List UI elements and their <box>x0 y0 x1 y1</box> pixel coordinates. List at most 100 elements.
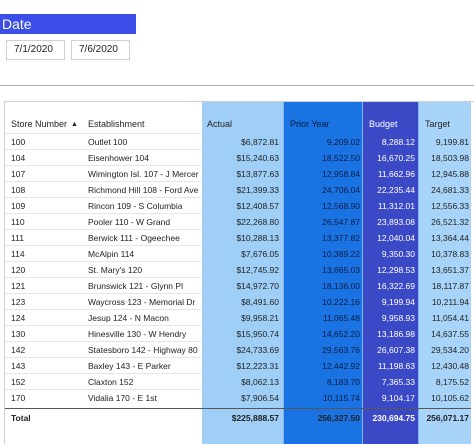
actual-cell: $7,906.54 <box>241 393 279 403</box>
budget-cell: 11,662.96 <box>377 169 415 179</box>
target-cell: 11,054.41 <box>431 313 469 323</box>
data-table: Store Number ▲ Establishment Actual Prior… <box>4 101 474 444</box>
target-cell: 10,105.62 <box>431 393 469 403</box>
total-row: Total $225,888.57 256,327.50 230,694.75 256,… <box>5 410 471 426</box>
prior-year-column-background <box>284 102 362 444</box>
target-cell: 26,521.32 <box>431 217 469 227</box>
target-cell: 29,534.20 <box>431 345 469 355</box>
prior-year-cell: 26,547.87 <box>322 217 360 227</box>
budget-cell: 8,288.12 <box>381 137 415 147</box>
table-row[interactable]: 108 Richmond Hill 108 - Ford Ave $21,399.3… <box>5 182 471 198</box>
store-number-cell: 124 <box>11 313 26 323</box>
row-divider <box>5 309 202 310</box>
row-divider <box>5 181 202 182</box>
table-row[interactable]: 114 McAlpin 114 $7,676.05 10,389.22 9,350.30… <box>5 246 471 262</box>
target-cell: 24,681.33 <box>431 185 469 195</box>
target-cell: 13,651.37 <box>431 265 469 275</box>
budget-cell: 12,298.53 <box>377 265 415 275</box>
table-row[interactable]: 130 Hinesville 130 - W Hendry $15,950.74 14… <box>5 326 471 342</box>
establishment-cell: Jesup 124 - N Macon <box>88 313 169 323</box>
column-separator <box>362 102 363 444</box>
budget-cell: 9,350.30 <box>381 249 415 259</box>
sort-ascending-icon[interactable]: ▲ <box>71 121 78 128</box>
target-cell: 12,556.33 <box>431 201 469 211</box>
start-date-input[interactable]: 7/1/2020 <box>6 40 65 60</box>
target-cell: 9,199.81 <box>435 137 469 147</box>
budget-cell: 26,607.38 <box>377 345 415 355</box>
actual-cell: $12,223.31 <box>236 361 279 371</box>
establishment-cell: McAlpin 114 <box>88 249 135 259</box>
table-row[interactable]: 170 Vidalia 170 - E 1st $7,906.54 10,115.74… <box>5 390 471 406</box>
prior-year-cell: 9,209.02 <box>326 137 360 147</box>
row-divider <box>5 389 202 390</box>
prior-year-cell: 18,522.50 <box>322 153 360 163</box>
table-row[interactable]: 110 Pooler 110 - W Grand $22,268.80 26,547.… <box>5 214 471 230</box>
establishment-cell: Vidalia 170 - E 1st <box>88 393 157 403</box>
table-row[interactable]: 107 Wimington Isl. 107 - J Mercer $13,877.… <box>5 166 471 182</box>
table-row[interactable]: 120 St. Mary's 120 $12,745.92 13,665.03 12,2… <box>5 262 471 278</box>
table-row[interactable]: 109 Rincon 109 - S Columbia $12,408.57 12,5… <box>5 198 471 214</box>
establishment-header[interactable]: Establishment <box>88 119 145 129</box>
store-number-cell: 123 <box>11 297 26 307</box>
table-row[interactable]: 124 Jesup 124 - N Macon $9,958.21 11,065.48… <box>5 310 471 326</box>
budget-header[interactable]: Budget <box>369 119 398 129</box>
table-row[interactable]: 121 Brunswick 121 - Glynn Pl $14,972.70 18,… <box>5 278 471 294</box>
establishment-cell: Claxton 152 <box>88 377 134 387</box>
actual-cell: $21,399.33 <box>236 185 279 195</box>
budget-cell: 16,322.69 <box>377 281 415 291</box>
establishment-cell: Eisenhower 104 <box>88 153 149 163</box>
table-row[interactable]: 123 Waycross 123 - Memorial Dr $8,491.60 10… <box>5 294 471 310</box>
prior-year-cell: 24,706.04 <box>322 185 360 195</box>
table-row[interactable]: 100 Outlet 100 $6,872.81 9,209.02 8,288.12 9,… <box>5 134 471 150</box>
total-divider <box>5 408 471 409</box>
prior-year-cell: 12,568.90 <box>322 201 360 211</box>
total-prior-year: 256,327.50 <box>317 413 360 423</box>
prior-year-cell: 8,183.70 <box>326 377 360 387</box>
store-number-cell: 130 <box>11 329 26 339</box>
prior-year-cell: 10,222.16 <box>322 297 360 307</box>
store-number-cell: 143 <box>11 361 26 371</box>
establishment-cell: Outlet 100 <box>88 137 128 147</box>
table-row[interactable]: 111 Berwick 111 - Ogeechee $10,288.13 13,37… <box>5 230 471 246</box>
table-row[interactable]: 143 Baxley 143 - E Parker $12,223.31 12,442… <box>5 358 471 374</box>
prior-year-cell: 14,652.20 <box>322 329 360 339</box>
end-date-input[interactable]: 7/6/2020 <box>71 40 130 60</box>
target-cell: 18,117.87 <box>431 281 469 291</box>
actual-cell: $12,408.57 <box>236 201 279 211</box>
table-row[interactable]: 104 Eisenhower 104 $15,240.63 18,522.50 16,6… <box>5 150 471 166</box>
budget-cell: 22,235.44 <box>377 185 415 195</box>
establishment-cell: Statesboro 142 - Highway 80 <box>88 345 198 355</box>
establishment-cell: Rincon 109 - S Columbia <box>88 201 183 211</box>
total-label: Total <box>11 413 31 423</box>
actual-cell: $15,950.74 <box>236 329 279 339</box>
table-row[interactable]: 142 Statesboro 142 - Highway 80 $24,733.69… <box>5 342 471 358</box>
target-column-background <box>419 102 471 444</box>
store-number-header[interactable]: Store Number ▲ <box>11 102 87 132</box>
store-number-cell: 107 <box>11 169 26 179</box>
actual-header[interactable]: Actual <box>207 119 233 129</box>
budget-cell: 7,365.33 <box>381 377 415 387</box>
budget-cell: 12,040.04 <box>377 233 415 243</box>
establishment-cell: Berwick 111 - Ogeechee <box>88 233 180 243</box>
row-divider <box>5 197 202 198</box>
table-row[interactable]: 152 Claxton 152 $8,062.13 8,183.70 7,365.33 8… <box>5 374 471 390</box>
row-divider <box>5 149 202 150</box>
total-target: 256,071.17 <box>426 413 469 423</box>
store-number-cell: 109 <box>11 201 26 211</box>
budget-column-background <box>363 102 418 444</box>
actual-cell: $9,958.21 <box>241 313 279 323</box>
target-header[interactable]: Target <box>425 119 451 129</box>
store-number-cell: 100 <box>11 137 26 147</box>
store-number-header-label: Store Number <box>11 119 68 129</box>
prior-year-cell: 12,958.84 <box>322 169 360 179</box>
establishment-cell: Hinesville 130 - W Hendry <box>88 329 187 339</box>
establishment-cell: Pooler 110 - W Grand <box>88 217 171 227</box>
establishment-cell: Baxley 143 - E Parker <box>88 361 171 371</box>
row-divider <box>5 229 202 230</box>
prior-year-cell: 29,563.76 <box>322 345 360 355</box>
prior-year-header[interactable]: Prior Year <box>290 119 330 129</box>
store-number-cell: 111 <box>11 233 24 243</box>
prior-year-cell: 12,442.92 <box>322 361 360 371</box>
actual-column-background <box>202 102 283 444</box>
budget-cell: 11,312.01 <box>377 201 415 211</box>
